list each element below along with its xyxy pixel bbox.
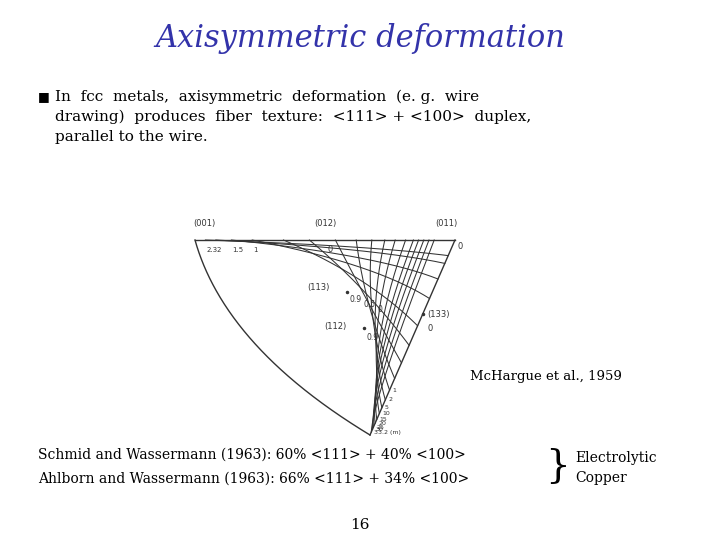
Text: 33.2 (m): 33.2 (m) bbox=[374, 430, 401, 435]
Text: 2: 2 bbox=[217, 247, 221, 253]
Text: Axisymmetric deformation: Axisymmetric deformation bbox=[155, 23, 565, 53]
Text: 10: 10 bbox=[382, 411, 390, 416]
Text: 0.9: 0.9 bbox=[349, 295, 361, 304]
Text: 1.5: 1.5 bbox=[233, 247, 243, 253]
Text: (011): (011) bbox=[435, 219, 457, 228]
Text: 15: 15 bbox=[380, 417, 387, 422]
Text: 0: 0 bbox=[458, 242, 463, 251]
Text: 0: 0 bbox=[327, 245, 332, 254]
Text: 0: 0 bbox=[377, 305, 382, 314]
Text: Copper: Copper bbox=[575, 471, 626, 485]
Text: (113): (113) bbox=[307, 283, 329, 292]
Text: 0.9: 0.9 bbox=[366, 333, 379, 342]
Text: 2: 2 bbox=[388, 397, 392, 402]
Text: 5: 5 bbox=[385, 405, 389, 410]
Text: Ahlborn and Wassermann (1963): 66% <111> + 34% <100>: Ahlborn and Wassermann (1963): 66% <111>… bbox=[38, 472, 469, 486]
Text: Schmid and Wassermann (1963): 60% <111> + 40% <100>: Schmid and Wassermann (1963): 60% <111> … bbox=[38, 448, 466, 462]
Text: 1: 1 bbox=[253, 247, 258, 253]
Text: McHargue et al., 1959: McHargue et al., 1959 bbox=[470, 370, 622, 383]
Text: 0.5: 0.5 bbox=[363, 300, 375, 309]
Text: (133): (133) bbox=[428, 309, 450, 319]
Text: }: } bbox=[545, 448, 570, 484]
Text: drawing)  produces  fiber  texture:  <111> + <100>  duplex,: drawing) produces fiber texture: <111> +… bbox=[55, 110, 531, 124]
Text: ■: ■ bbox=[38, 90, 50, 103]
Text: 2.3: 2.3 bbox=[207, 247, 217, 253]
Text: 16: 16 bbox=[350, 518, 370, 532]
Text: Electrolytic: Electrolytic bbox=[575, 451, 657, 465]
Text: 20: 20 bbox=[378, 421, 386, 426]
Text: (001): (001) bbox=[193, 219, 215, 228]
Text: 25: 25 bbox=[377, 424, 384, 430]
Text: 30: 30 bbox=[376, 427, 384, 431]
Text: In  fcc  metals,  axisymmetric  deformation  (e. g.  wire: In fcc metals, axisymmetric deformation … bbox=[55, 90, 479, 104]
Text: parallel to the wire.: parallel to the wire. bbox=[55, 130, 207, 144]
Text: 1: 1 bbox=[392, 388, 397, 393]
Text: (112): (112) bbox=[324, 321, 346, 330]
Text: (012): (012) bbox=[314, 219, 336, 228]
Text: 0: 0 bbox=[428, 324, 433, 333]
